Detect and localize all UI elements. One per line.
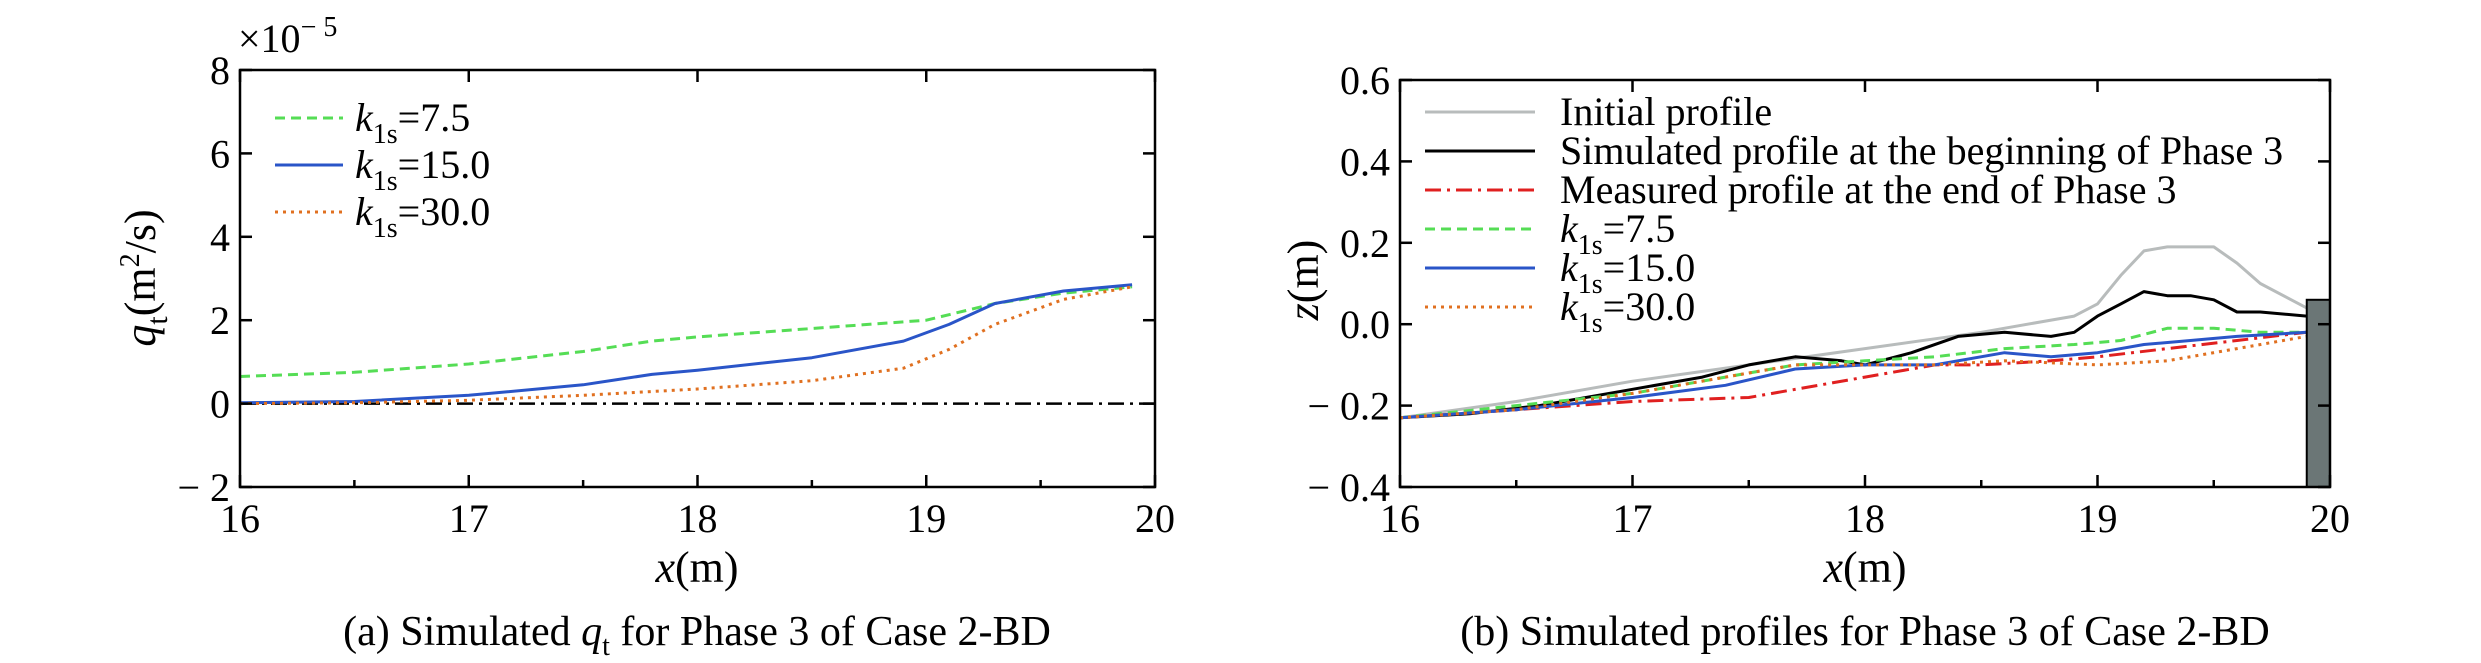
panel-b-ticks: 16 17 18 19 20 − 0.4 − 0.2 0.0 0.2 0.4 0.6 — [1307, 58, 2350, 541]
panel-a-y-tick-label: 6 — [210, 131, 230, 176]
panel-b-series-line-5 — [1399, 334, 2307, 420]
panel-b-legend-label-3: k1s=7.5 — [1560, 206, 1675, 261]
panel-a-series-line-0 — [239, 285, 1133, 378]
panel-a-legend-label-1: k1s=15.0 — [355, 142, 490, 197]
panel-a-y-axis-label: qt(m2/s) — [115, 209, 174, 346]
panel-a-x-tick-label: 18 — [678, 496, 718, 541]
panel-a-ylabel-unit-post: /s) — [116, 209, 165, 253]
panel-a-multiplier-exp: − 5 — [301, 12, 338, 43]
legend-k-subscript: 1s — [1578, 308, 1603, 339]
panel-a-legend-label-0: k1s=7.5 — [355, 95, 470, 150]
panel-a-multiplier-base: ×10 — [238, 16, 301, 61]
panel-b-x-tick-label: 17 — [1613, 496, 1653, 541]
panel-b-series-line-0 — [1399, 245, 2308, 420]
panel-b-y-tick-label: − 0.4 — [1307, 465, 1390, 510]
panel-b-legend-label-4: k1s=15.0 — [1560, 245, 1695, 300]
legend-k-value: =15.0 — [398, 142, 491, 187]
legend-k-symbol: k — [1560, 284, 1579, 329]
legend-k-subscript: 1s — [1578, 230, 1603, 261]
panel-a-caption-prefix: (a) Simulated — [343, 609, 581, 655]
panel-b-ylabel-symbol: z — [1279, 303, 1328, 321]
panel-a-series-line-1 — [239, 283, 1133, 405]
panel-a-caption-sub: t — [602, 631, 610, 662]
panel-b-x-axis-label: x(m) — [1822, 543, 1906, 592]
panel-a-caption-symbol: q — [581, 609, 602, 655]
panel-a-y-tick-label: 8 — [210, 48, 230, 93]
panel-b-y-tick-label: 0.2 — [1340, 221, 1390, 266]
panel-a-caption: (a) Simulated qt for Phase 3 of Case 2-B… — [343, 609, 1051, 662]
legend-k-subscript: 1s — [1578, 269, 1603, 300]
legend-k-value: =7.5 — [1603, 206, 1676, 251]
legend-k-symbol: k — [1560, 245, 1579, 290]
legend-k-subscript: 1s — [373, 166, 398, 197]
panel-a-caption-suffix: for Phase 3 of Case 2-BD — [610, 609, 1051, 655]
panel-a-series-group — [239, 283, 1155, 406]
legend-k-symbol: k — [355, 95, 374, 140]
panel-a-y-tick-label: 0 — [210, 382, 230, 427]
panel-b-x-tick-label: 20 — [2310, 496, 2350, 541]
panel-a-x-tick-label: 19 — [906, 496, 946, 541]
panel-a-ylabel-sub: t — [141, 316, 174, 325]
panel-a-y-tick-label: − 2 — [177, 465, 230, 510]
panel-a-ticks: 16 17 18 19 20 − 2 0 2 4 6 8 — [177, 48, 1175, 541]
panel-a-ylabel-unit-pre: (m — [116, 267, 165, 316]
legend-k-symbol: k — [1560, 206, 1579, 251]
panel-b-chart: 16 17 18 19 20− 0.4− 0.20.00.20.40.6 z(m) x(… — [1279, 58, 2350, 655]
panel-b-seawall-structure — [2305, 298, 2331, 488]
panel-a-x-tick-label: 20 — [1135, 496, 1175, 541]
panel-b-y-tick-label: 0.6 — [1340, 58, 1390, 103]
panel-b-xlabel-unit: (m) — [1843, 543, 1907, 592]
panel-a-xlabel-unit: (m) — [675, 543, 739, 592]
panel-b-x-tick-label: 19 — [2078, 496, 2118, 541]
legend-k-subscript: 1s — [373, 119, 398, 150]
panel-b-x-tick-label: 18 — [1845, 496, 1885, 541]
legend-k-value: =7.5 — [398, 95, 471, 140]
legend-k-symbol: k — [355, 189, 374, 234]
legend-k-subscript: 1s — [373, 213, 398, 244]
panel-a-x-axis-label: x(m) — [654, 543, 738, 592]
panel-a-x-tick-label: 16 — [220, 496, 260, 541]
panel-b-ylabel-unit: (m) — [1279, 240, 1328, 304]
panel-a-x-tick-label: 17 — [449, 496, 489, 541]
legend-k-value: =15.0 — [1603, 245, 1696, 290]
panel-b-series-group — [1399, 245, 2308, 420]
panel-b-y-tick-label: 0.4 — [1340, 139, 1390, 184]
legend-k-value: =30.0 — [398, 189, 491, 234]
panel-b-y-tick-label: 0.0 — [1340, 302, 1390, 347]
panel-b-y-tick-label: − 0.2 — [1307, 384, 1390, 429]
panel-b-caption: (b) Simulated profiles for Phase 3 of Ca… — [1460, 609, 2270, 655]
panel-b-legend-label-5: k1s=30.0 — [1560, 284, 1695, 339]
legend-k-value: =30.0 — [1603, 284, 1696, 329]
panel-b-xlabel-symbol: x — [1822, 543, 1843, 592]
panel-a-y-tick-label: 4 — [210, 215, 230, 260]
panel-a-y-tick-label: 2 — [210, 298, 230, 343]
panel-b-series-line-4 — [1399, 330, 2307, 420]
panel-b-legend-label-0: Initial profile — [1560, 89, 1772, 134]
panel-b-y-axis-label: z(m) — [1279, 240, 1328, 322]
panel-b-legend-label-1: Simulated profile at the beginning of Ph… — [1560, 128, 2283, 173]
panel-a-ylabel-symbol: q — [116, 325, 165, 347]
panel-a-multiplier: ×10− 5 — [238, 12, 337, 61]
legend-k-symbol: k — [355, 142, 374, 187]
panel-a-xlabel-symbol: x — [654, 543, 675, 592]
panel-b-series-line-1 — [1399, 290, 2307, 420]
panel-a-legend-label-2: k1s=30.0 — [355, 189, 490, 244]
panel-b-legend-label-2: Measured profile at the end of Phase 3 — [1560, 167, 2176, 212]
panel-a-ylabel-unit-sup: 2 — [115, 253, 146, 267]
panel-b-x-tick-label: 16 — [1380, 496, 1420, 541]
